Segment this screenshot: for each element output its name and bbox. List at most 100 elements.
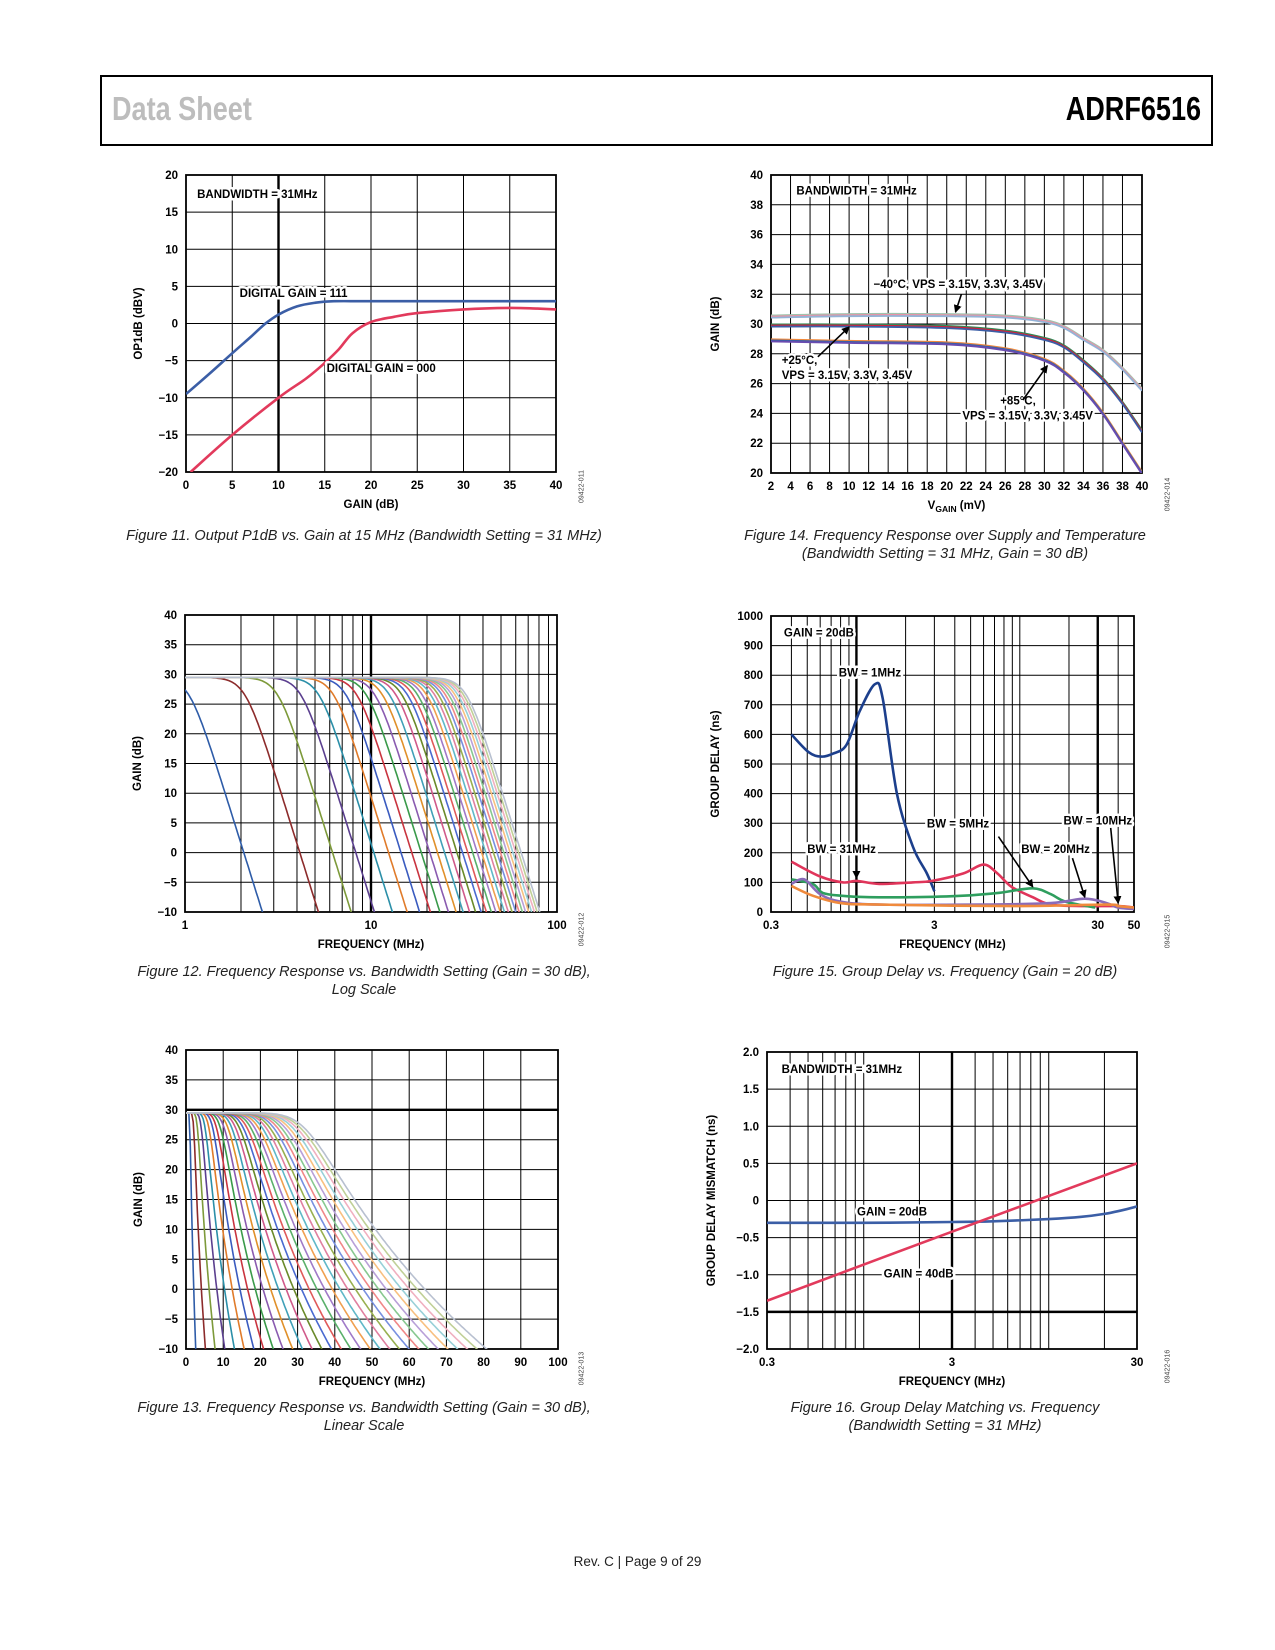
- y-tick-label: 24: [750, 408, 763, 420]
- x-axis-title: VGAIN (mV): [928, 500, 986, 514]
- caption-line: (Bandwidth Setting = 31 MHz): [848, 1418, 1042, 1434]
- annotation-label: VPS = 3.15V, 3.3V, 3.45V: [782, 370, 913, 382]
- annotation-label: GAIN = 20dB: [857, 1206, 927, 1218]
- chart-figure-09422-014: 2 4 6 8 10 12 14 16 18 20 22 24 26 28 30 32 34 36 38 402022…: [710, 170, 1148, 514]
- y-tick-label: 500: [744, 759, 763, 771]
- x-axis-title-part: (mV): [957, 500, 986, 512]
- y-tick-label: 35: [165, 1075, 178, 1087]
- figure-code: 09422-012: [578, 912, 586, 947]
- annotation-label: DIGITAL GAIN = 111: [240, 288, 349, 300]
- x-tick-label: 0.3: [763, 920, 779, 932]
- annotation-label: BANDWIDTH = 31MHz: [796, 185, 917, 197]
- x-tick-label: 6: [807, 481, 813, 493]
- x-tick-label: 50: [366, 1357, 379, 1369]
- y-tick-label: 30: [165, 1105, 178, 1117]
- y-axis-title: GAIN (dB): [132, 736, 144, 791]
- series-group: [767, 1162, 1137, 1302]
- y-tick-label: 40: [750, 170, 763, 182]
- y-tick-label: 0: [172, 1284, 178, 1296]
- y-tick-label: 30: [164, 669, 177, 681]
- y-tick-label: 10: [165, 244, 178, 256]
- annotation-arrow: [997, 836, 1034, 888]
- y-tick-label: 400: [744, 789, 763, 801]
- y-tick-label: 32: [750, 289, 763, 301]
- x-tick-label: 32: [1057, 481, 1070, 493]
- annotation-arrow: [817, 326, 850, 358]
- figure-code: 09422-015: [1164, 914, 1172, 949]
- y-tick-label: 0: [171, 848, 177, 860]
- x-tick-label: 26: [999, 481, 1012, 493]
- y-tick-label: 40: [165, 1045, 178, 1057]
- series-line-bw-30mhz: [186, 1112, 479, 1349]
- figure-12-caption: Figure 12. Frequency Response vs. Bandwi…: [104, 963, 624, 999]
- caption-line: Figure 12. Frequency Response vs. Bandwi…: [137, 964, 591, 980]
- annotation-label: +85°C,: [1000, 395, 1036, 407]
- x-tick-label: 0: [183, 480, 189, 492]
- series-group: [790, 681, 1134, 911]
- annotation-label: GAIN = 40dB: [884, 1269, 954, 1281]
- x-tick-label: 50: [1128, 920, 1141, 932]
- x-tick-label: 60: [403, 1357, 416, 1369]
- x-tick-label: 28: [1018, 481, 1031, 493]
- x-tick-label: 90: [514, 1357, 527, 1369]
- y-tick-label: 10: [164, 788, 177, 800]
- annotation-label: −40°C, VPS = 3.15V, 3.3V, 3.45V: [874, 279, 1044, 291]
- x-tick-label: 0: [183, 1357, 189, 1369]
- header-section-title: Data Sheet: [112, 90, 252, 127]
- series-line-bw-9mhz: [185, 676, 441, 912]
- plot-frame: [770, 174, 1143, 474]
- y-tick-label: 36: [750, 230, 763, 242]
- y-tick-label: 700: [744, 700, 763, 712]
- x-tick-label: 100: [548, 1357, 567, 1369]
- y-tick-label: 34: [750, 259, 763, 271]
- series-group: [186, 1112, 488, 1349]
- caption-line: (Bandwidth Setting = 31 MHz, Gain = 30 d…: [801, 546, 1089, 562]
- caption-line: Figure 14. Frequency Response over Suppl…: [744, 528, 1146, 544]
- y-tick-label: −10: [158, 393, 178, 405]
- page-footer: Rev. C | Page 9 of 29: [573, 1554, 702, 1569]
- annotation-arrow: [1022, 364, 1048, 401]
- x-tick-label: 25: [411, 480, 424, 492]
- chart-figure-09422-011: 0 5 10 15 20 25 30 35 40 −20 −15 −10 −5 0 5 10 15 20 GAIN …: [133, 170, 562, 511]
- y-tick-label: −1.0: [736, 1270, 759, 1282]
- x-tick-label: 2: [768, 481, 774, 493]
- y-tick-label: −0.5: [736, 1233, 759, 1245]
- series-line-bw-31mhz: [186, 1112, 488, 1349]
- series-group: [771, 312, 1142, 473]
- chart-figure-09422-012: 1 10 100 −10 −5 0 5 10 15 20 25 30 35 40 FREQUENCY (MH…: [132, 610, 567, 951]
- y-tick-label: 25: [165, 1135, 178, 1147]
- x-tick-label: 5: [229, 480, 236, 492]
- figure-16-caption: Figure 16. Group Delay Matching vs. Freq…: [685, 1399, 1205, 1435]
- x-tick-label: 30: [291, 1357, 304, 1369]
- series-line-bw-23mhz: [185, 676, 517, 912]
- annotation-label: +25°C,: [782, 355, 818, 367]
- y-tick-label: 30: [750, 319, 763, 331]
- series-line-bw-29mhz: [185, 676, 536, 912]
- y-tick-label: −10: [157, 907, 177, 919]
- x-tick-label: 24: [979, 481, 992, 493]
- y-tick-label: 35: [164, 640, 177, 652]
- series-line-BW = 1MHz: [790, 681, 936, 892]
- x-tick-label: 20: [940, 481, 953, 493]
- y-tick-label: 1.0: [743, 1121, 759, 1133]
- figure-code: 09422-011: [578, 470, 586, 503]
- y-tick-label: 0: [757, 907, 763, 919]
- y-tick-label: 0.5: [743, 1158, 760, 1170]
- figure-11-caption: Figure 11. Output P1dB vs. Gain at 15 MH…: [104, 527, 624, 545]
- page-header: Data Sheet ADRF6516: [100, 75, 1213, 146]
- annotation-label: BANDWIDTH = 31MHz: [782, 1064, 903, 1076]
- annotation-label: VPS = 3.15V, 3.3V, 3.45V: [962, 410, 1093, 422]
- x-tick-label: 22: [960, 481, 973, 493]
- x-tick-label: 8: [826, 481, 833, 493]
- x-tick-label: 35: [503, 480, 516, 492]
- x-tick-label: 100: [547, 920, 566, 932]
- figure-15-caption: Figure 15. Group Delay vs. Frequency (Ga…: [685, 963, 1205, 981]
- x-axis-title-part: GAIN: [935, 504, 956, 514]
- x-tick-label: 10: [272, 480, 285, 492]
- caption-line: Figure 16. Group Delay Matching vs. Freq…: [790, 1400, 1100, 1416]
- annotation-label: BANDWIDTH = 31MHz: [197, 189, 318, 201]
- annotation-label: GAIN = 20dB: [784, 628, 854, 640]
- y-tick-label: 0: [172, 319, 178, 331]
- x-tick-label: 38: [1116, 481, 1129, 493]
